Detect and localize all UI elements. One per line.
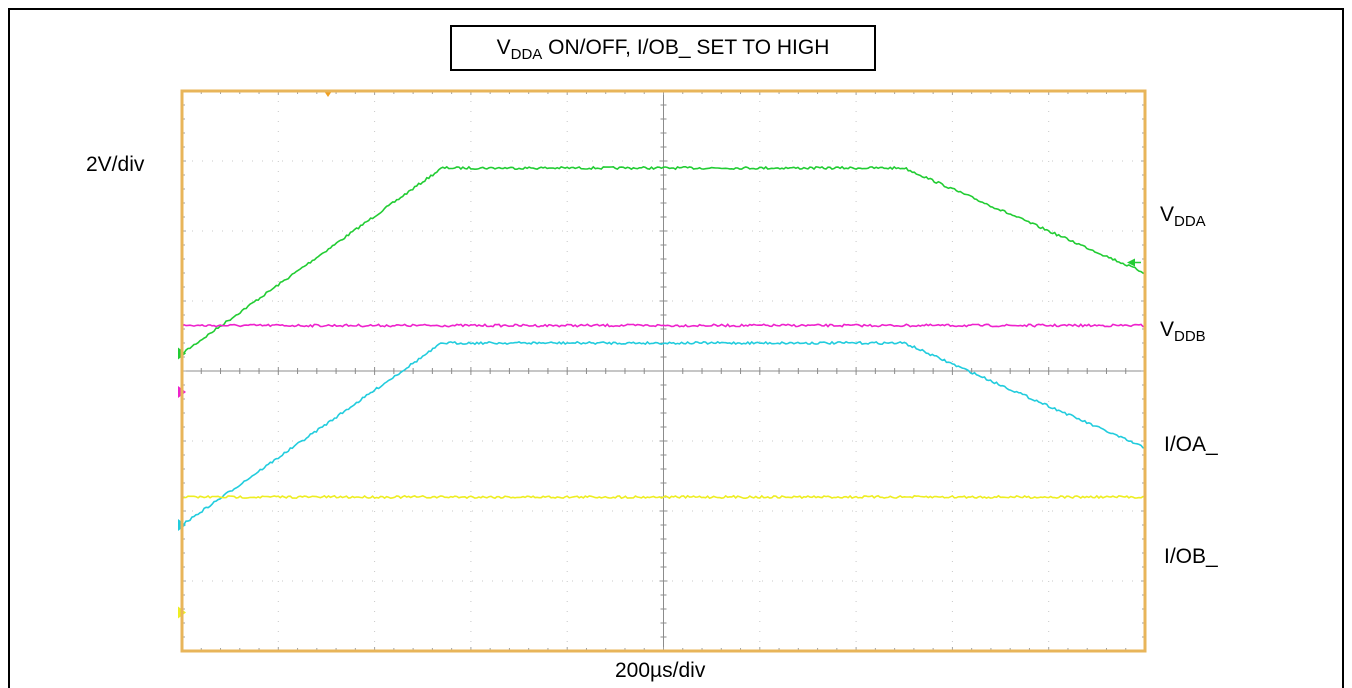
y-scale-label: 2V/div bbox=[86, 153, 145, 176]
trace-vddb bbox=[181, 323, 1146, 328]
trace-iob bbox=[181, 494, 1146, 500]
figure-frame bbox=[8, 8, 1344, 688]
series-label-vddb: VDDB bbox=[1160, 318, 1206, 345]
x-scale-label: 200µs/div bbox=[615, 659, 706, 682]
chart-title: VDDA ON/OFF, I/OB_ SET TO HIGH bbox=[450, 25, 876, 71]
series-label-vdda: VDDA bbox=[1160, 203, 1206, 230]
trace-vdda bbox=[181, 165, 1146, 355]
series-label-iob: I/OB_ bbox=[1164, 545, 1218, 568]
series-label-ioa: I/OA_ bbox=[1164, 433, 1218, 456]
plot-border bbox=[180, 89, 1147, 653]
trace-ioa bbox=[181, 340, 1146, 527]
trigger-level-arrow bbox=[1127, 258, 1135, 267]
